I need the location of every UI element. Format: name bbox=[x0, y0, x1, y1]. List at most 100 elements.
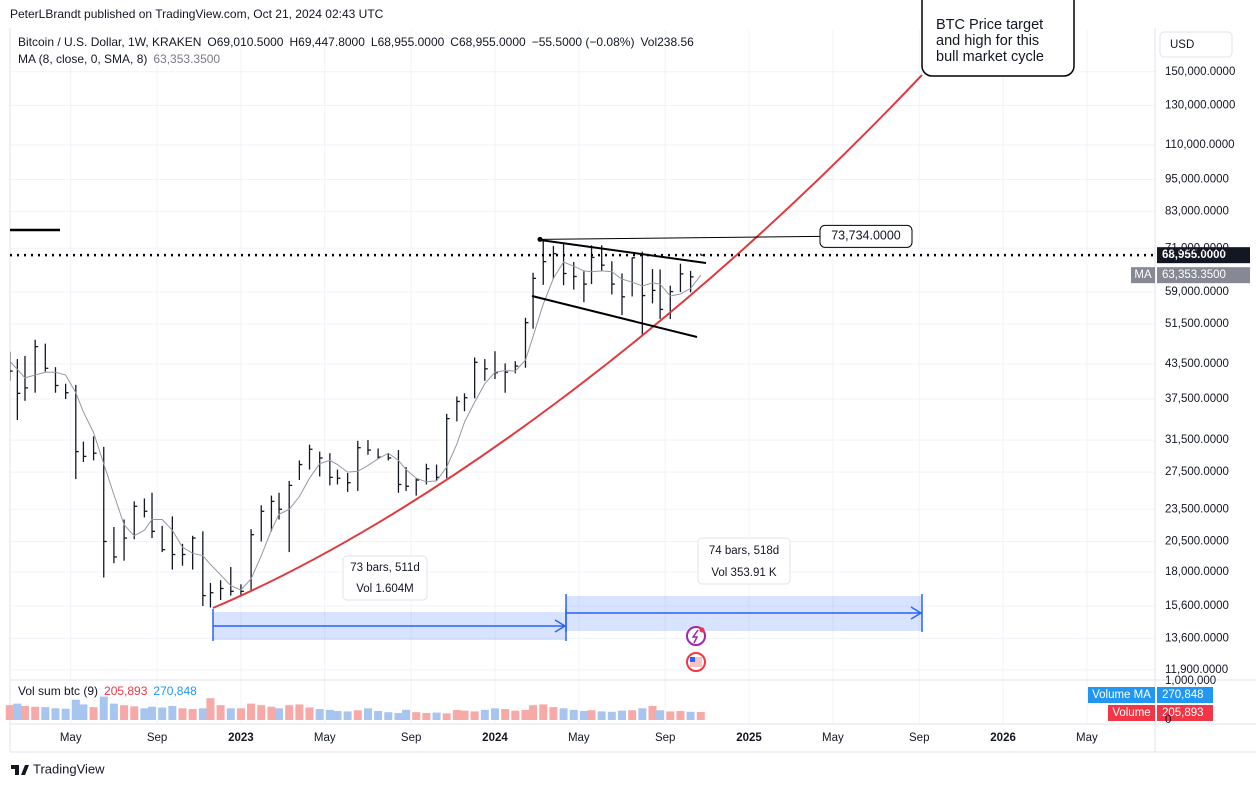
volume-bar bbox=[549, 707, 558, 720]
x-tick-label: Sep bbox=[655, 732, 675, 744]
volume-bar bbox=[696, 711, 705, 720]
ohlc-item: −55.5000 (−0.08%) bbox=[531, 35, 635, 49]
publisher: PeterLBrandt published on TradingView.co… bbox=[10, 7, 384, 21]
target-note-line: bull market cycle bbox=[936, 49, 1044, 65]
volume-bar bbox=[99, 696, 108, 720]
arrow-head bbox=[910, 606, 923, 620]
y-tick-label: 110,000.0000 bbox=[1165, 139, 1235, 151]
grid bbox=[10, 30, 1155, 724]
volume-bar bbox=[315, 709, 324, 720]
volume-tag-name-box bbox=[1088, 687, 1155, 703]
x-tick-label: 2024 bbox=[482, 732, 508, 744]
ohlc-item: L68,955.0000 bbox=[370, 35, 445, 49]
volume-bar bbox=[61, 708, 70, 720]
x-tick-label: Sep bbox=[147, 732, 167, 744]
volume-bar bbox=[13, 703, 22, 720]
volume-tag-name-box bbox=[1108, 705, 1155, 721]
volume-bar bbox=[89, 707, 98, 720]
ma-tag-name-box bbox=[1131, 267, 1155, 284]
x-tick-label: May bbox=[1076, 732, 1098, 744]
volume-bar bbox=[226, 708, 235, 720]
symbol-legend: Bitcoin / U.S. Dollar, 1W, KRAKEN O69,010… bbox=[18, 35, 706, 49]
volume-bar bbox=[460, 710, 469, 720]
volume-bar bbox=[148, 706, 157, 720]
y-tick-label: 11,900.0000 bbox=[1165, 664, 1228, 676]
y-tick-label: 59,000.0000 bbox=[1165, 286, 1229, 298]
volume-tag bbox=[1157, 705, 1213, 721]
volume-tag-label: 205,893 bbox=[1162, 707, 1204, 719]
volume-bar bbox=[198, 708, 207, 720]
x-tick-label: May bbox=[60, 732, 82, 744]
volume-bar bbox=[353, 710, 362, 720]
volume-bar bbox=[178, 708, 187, 720]
volume-bar bbox=[569, 709, 578, 720]
volume-bar bbox=[216, 705, 225, 720]
volume-bar bbox=[529, 705, 538, 720]
y-tick-label: 18,000.0000 bbox=[1165, 566, 1229, 578]
ma-tag-label: 63,353.3500 bbox=[1162, 269, 1226, 281]
y-tick-label: 15,600.0000 bbox=[1165, 600, 1229, 612]
volume-bar bbox=[521, 709, 530, 720]
volume-bar bbox=[79, 704, 88, 720]
currency-button[interactable] bbox=[1159, 31, 1233, 58]
overlay: 68,955.0000 MA 63,353.3500 73,734.0000 Volum… bbox=[10, 224, 1250, 721]
volume-bar bbox=[597, 711, 606, 720]
volume-bar bbox=[490, 708, 499, 720]
volume-bar bbox=[501, 709, 510, 720]
volume-bar bbox=[285, 705, 294, 720]
volume-bar bbox=[648, 705, 657, 720]
y-tick-label: 51,500.0000 bbox=[1165, 318, 1229, 330]
volume-bar bbox=[422, 712, 431, 720]
volume-bar bbox=[656, 710, 665, 720]
volume-bar bbox=[470, 711, 479, 720]
y-tick-label: 71,000.0000 bbox=[1165, 242, 1229, 254]
range-label-box bbox=[342, 555, 428, 601]
volume-bar bbox=[236, 708, 245, 720]
volume-bar bbox=[41, 707, 50, 720]
volume-tag-name: Volume bbox=[1112, 707, 1150, 719]
y-tick-label: 31,500.0000 bbox=[1165, 434, 1229, 446]
volume-bar bbox=[384, 712, 393, 720]
volume-bar bbox=[130, 706, 139, 720]
last-price-label: 68,955.0000 bbox=[1162, 249, 1226, 261]
volume-bar bbox=[267, 706, 276, 720]
ma-legend: MA (8, close, 0, SMA, 8) 63,353.3500 bbox=[18, 52, 226, 66]
range-bars: 74 bars, 518d bbox=[709, 545, 779, 557]
volume-bar bbox=[374, 711, 383, 720]
last-price-tag bbox=[1157, 247, 1250, 264]
x-tick-label: Sep bbox=[401, 732, 421, 744]
volume-bar bbox=[363, 708, 372, 720]
x-tick-label: Sep bbox=[909, 732, 929, 744]
brand: TradingView bbox=[33, 761, 105, 776]
volume-bar bbox=[442, 713, 451, 720]
volume-bar bbox=[607, 711, 616, 720]
volume-bar bbox=[325, 709, 334, 720]
volume-bar bbox=[120, 705, 129, 720]
flag-canton bbox=[690, 657, 695, 662]
y-tick-label: 83,000.0000 bbox=[1165, 205, 1229, 217]
event-dot bbox=[699, 627, 705, 633]
volume-bar bbox=[168, 705, 177, 720]
volume-ma-value: 270,848 bbox=[153, 684, 197, 698]
volume-tag-label: 270,848 bbox=[1162, 689, 1204, 701]
volume-bar bbox=[305, 707, 314, 720]
ma-tag bbox=[1157, 267, 1250, 284]
volume-bar bbox=[140, 708, 149, 720]
high-marker-label: 73,734.0000 bbox=[831, 229, 901, 243]
volume-tick-label: 0 bbox=[1165, 714, 1171, 726]
volume-bar bbox=[480, 709, 489, 720]
volume-bar bbox=[686, 711, 695, 720]
y-tick-label: 37,500.0000 bbox=[1165, 393, 1229, 405]
volume-bar bbox=[206, 698, 215, 720]
parabolic-curve bbox=[212, 74, 923, 609]
volume-title: Vol sum btc (9) bbox=[18, 684, 99, 698]
volume-bar bbox=[579, 711, 588, 720]
ohlc-item: H69,447.8000 bbox=[289, 35, 365, 49]
range-label-box bbox=[697, 537, 791, 585]
volume-bar bbox=[51, 708, 60, 720]
volume-bar bbox=[5, 705, 14, 720]
volume-bar bbox=[247, 703, 256, 720]
y-tick-label: 23,500.0000 bbox=[1165, 503, 1229, 515]
